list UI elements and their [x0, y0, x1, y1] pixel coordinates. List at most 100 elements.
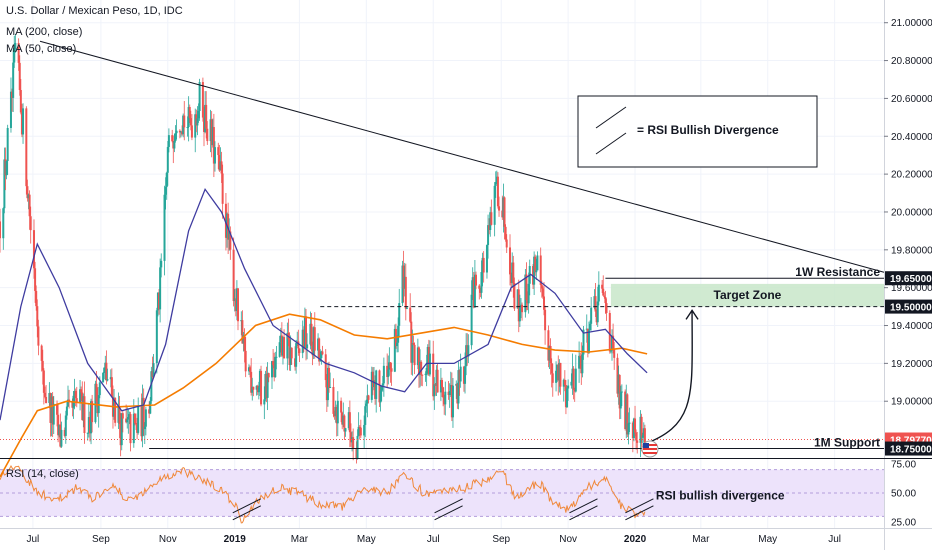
candle-body	[464, 366, 467, 384]
candle-body	[178, 130, 181, 133]
candle-body	[152, 363, 155, 378]
candle-body	[309, 323, 312, 345]
candle-body	[513, 283, 516, 309]
ma50-legend[interactable]: MA (50, close)	[6, 43, 77, 55]
candle-body	[475, 274, 477, 286]
candle-body	[234, 298, 237, 312]
candle-body	[595, 311, 598, 323]
candle-body	[286, 332, 289, 359]
candle-body	[348, 412, 351, 433]
candle-body	[564, 384, 567, 408]
candle-body	[620, 391, 623, 393]
candle-body	[593, 296, 596, 308]
candle-body	[351, 437, 354, 443]
candle-body	[404, 276, 407, 309]
price-tick-label: 19.40000	[891, 321, 932, 332]
candle-body	[587, 330, 590, 353]
candle-body	[132, 413, 135, 444]
candle-body	[370, 371, 373, 400]
rsi-axis[interactable]: 75.00 50.00 25.00	[891, 459, 916, 528]
candle-body	[410, 321, 413, 363]
candle-body	[159, 267, 162, 310]
candle-body	[586, 328, 589, 353]
candle-body	[19, 90, 22, 113]
candle-body	[582, 329, 585, 355]
candle-body	[280, 335, 283, 356]
candle-body	[367, 395, 370, 400]
candle-body	[378, 370, 381, 403]
candle-body	[206, 128, 209, 142]
candle-body	[502, 197, 505, 218]
candle-body	[357, 426, 360, 436]
candle-body	[611, 335, 613, 351]
price-tag-label: 18.75000	[890, 445, 932, 456]
price-axis[interactable]: 21.00000 20.80000 20.60000 20.40000 20.20000…	[884, 18, 932, 408]
candle-body	[279, 335, 282, 343]
candle-body	[213, 147, 216, 164]
rsi-line	[0, 464, 646, 524]
candle-body	[619, 391, 622, 409]
candle-body	[104, 362, 107, 368]
candle-body	[534, 256, 537, 273]
candle-body	[389, 362, 392, 369]
candle-body	[6, 127, 9, 162]
ma200-legend[interactable]: MA (200, close)	[6, 26, 83, 38]
candle-body	[387, 369, 390, 378]
time-tick-label: Jul	[27, 534, 40, 545]
candle-body	[186, 126, 189, 128]
candle-body	[571, 368, 574, 382]
candle-body	[71, 402, 74, 408]
candle-body	[601, 284, 604, 289]
candle-body	[210, 119, 213, 146]
price-tag-bg	[885, 299, 932, 314]
candle-body	[275, 356, 278, 358]
candle-body	[73, 390, 76, 396]
candle-body	[626, 394, 629, 435]
candle-body	[517, 289, 520, 322]
rsi-legend[interactable]: RSI (14, close)	[6, 468, 79, 480]
candle-body	[501, 210, 504, 218]
candle-body	[65, 406, 68, 416]
candle-body	[388, 362, 391, 370]
support-label: 1M Support	[814, 436, 880, 450]
candle-body	[310, 323, 313, 346]
candle-body	[251, 386, 254, 393]
candle-body	[320, 351, 323, 359]
candle-body	[252, 386, 255, 390]
resistance-label: 1W Resistance	[795, 265, 880, 279]
candle-body	[272, 361, 275, 366]
candle-body	[543, 296, 545, 310]
candle-body	[434, 384, 437, 386]
us-flag-event-icon[interactable]	[641, 440, 659, 458]
rsi-divergence-stroke	[434, 505, 463, 521]
time-tick-label: Sep	[492, 534, 510, 545]
candle-body	[573, 389, 576, 392]
candle-body	[172, 141, 175, 149]
candle-body	[149, 400, 152, 414]
candle-body	[472, 277, 475, 308]
candle-body	[328, 367, 331, 388]
candle-body	[603, 295, 606, 298]
candle-body	[397, 325, 400, 343]
candle-body	[120, 413, 123, 446]
candle-body	[380, 385, 383, 391]
candle-body	[344, 428, 347, 432]
candle-body	[503, 197, 506, 227]
candle-body	[41, 360, 44, 371]
candle-body	[355, 448, 358, 459]
candle-body	[411, 343, 414, 363]
time-axis[interactable]: Jul Sep Nov 2019 Mar May Jul Sep Nov 2020 Mar May Ju…	[27, 534, 842, 545]
candle-body	[140, 406, 143, 437]
candle-body	[409, 307, 412, 322]
candle-body	[14, 42, 17, 50]
candle-body	[317, 338, 320, 351]
candle-body	[559, 362, 562, 387]
candle-body	[302, 329, 305, 348]
candle-body	[25, 108, 28, 187]
candle-body	[450, 385, 453, 418]
candle-body	[373, 380, 375, 388]
candle-body	[525, 274, 528, 301]
candle-body	[56, 403, 59, 415]
time-tick-label: May	[758, 534, 777, 545]
